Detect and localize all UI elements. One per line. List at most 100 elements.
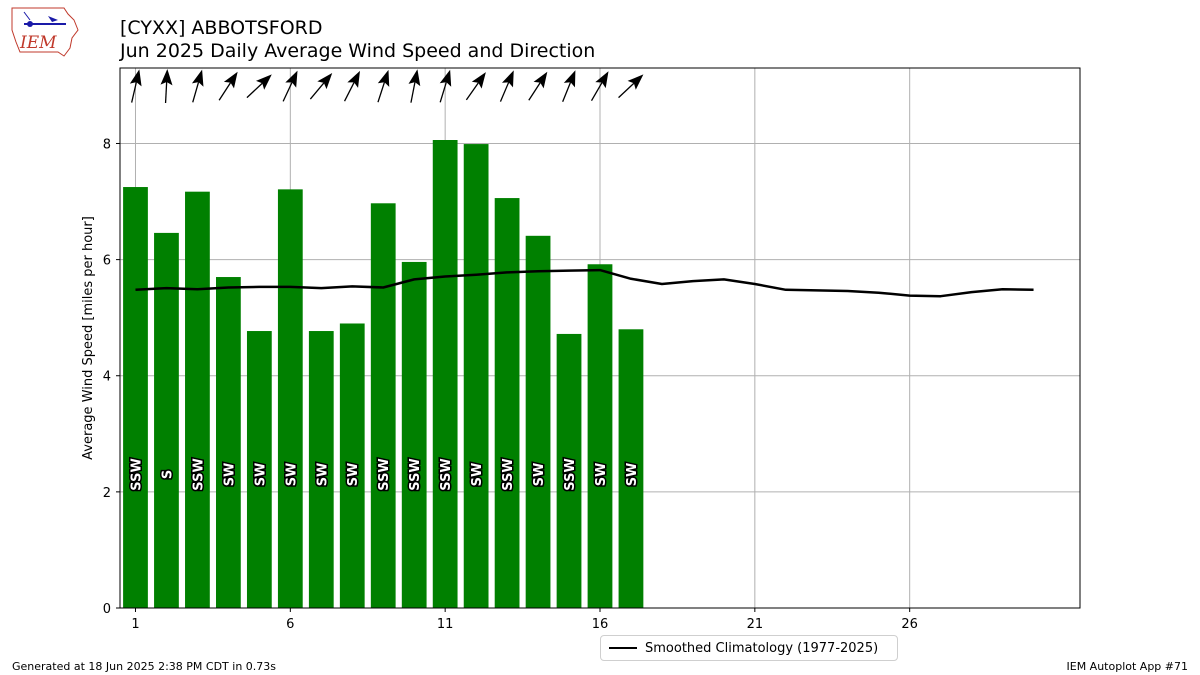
wind-arrow-shaft xyxy=(465,82,479,101)
wind-arrow-shaft xyxy=(439,81,447,103)
wind-arrow-head xyxy=(408,69,421,87)
x-tick-label: 1 xyxy=(131,617,139,632)
bars xyxy=(123,140,644,608)
wind-arrow-shaft xyxy=(192,81,200,103)
direction-label: SSW xyxy=(563,458,578,490)
wind-arrows xyxy=(129,69,644,104)
wind-arrow-shaft xyxy=(246,82,263,99)
wind-arrow xyxy=(465,72,486,101)
wind-arrow-shaft xyxy=(528,82,541,101)
wind-speed-bar xyxy=(154,232,179,608)
wind-arrow xyxy=(218,71,238,101)
wind-arrow-shaft xyxy=(499,82,510,102)
chart-title: Jun 2025 Daily Average Wind Speed and Di… xyxy=(120,40,596,62)
wind-arrow xyxy=(282,70,298,102)
direction-label: SSW xyxy=(501,458,516,490)
wind-arrow-shaft xyxy=(164,81,168,104)
wind-arrow-shaft xyxy=(131,81,138,103)
wind-arrow-head xyxy=(533,71,548,89)
wind-speed-bar xyxy=(123,187,148,608)
wind-speed-bar xyxy=(339,323,365,608)
wind-speed-bar xyxy=(618,329,644,608)
wind-arrow-shaft xyxy=(590,82,603,102)
direction-label: SW xyxy=(346,463,361,487)
wind-arrow-head xyxy=(160,69,173,86)
chart-title-station: [CYXX] ABBOTSFORD xyxy=(120,17,323,39)
y-tick-label: 6 xyxy=(103,254,111,269)
wind-speed-bar xyxy=(463,144,489,608)
wind-speed-bar xyxy=(185,191,210,608)
wind-speed-bar xyxy=(587,264,613,608)
wind-arrow-head xyxy=(255,74,272,90)
wind-speed-bar xyxy=(525,235,551,608)
wind-arrow-shaft xyxy=(282,82,293,102)
wind-arrow xyxy=(499,70,514,102)
direction-label: SW xyxy=(284,463,299,487)
footer-app: IEM Autoplot App #71 xyxy=(1066,660,1189,673)
legend: Smoothed Climatology (1977-2025) xyxy=(600,635,898,661)
x-tick-label: 16 xyxy=(592,617,609,632)
wind-speed-bar xyxy=(432,140,458,608)
wind-arrow xyxy=(129,69,142,103)
climatology-line xyxy=(135,268,1034,298)
wind-arrow-head xyxy=(347,70,360,88)
x-tick-label: 6 xyxy=(286,617,294,632)
footer-generated: Generated at 18 Jun 2025 2:38 PM CDT in … xyxy=(12,660,277,673)
wind-arrow xyxy=(191,69,204,103)
direction-label: SW xyxy=(470,463,485,487)
direction-label: SW xyxy=(315,463,330,487)
y-tick-label: 4 xyxy=(103,370,111,385)
wind-arrow-head xyxy=(223,71,238,89)
wind-arrow xyxy=(343,70,360,102)
wind-arrow xyxy=(160,69,173,104)
direction-label: SSW xyxy=(129,458,144,490)
wind-arrow xyxy=(377,69,390,103)
legend-line-swatch xyxy=(609,647,637,649)
x-tick-label: 26 xyxy=(901,617,918,632)
wind-arrow xyxy=(618,74,644,99)
logo-text: IEM xyxy=(19,33,57,53)
wind-speed-bar xyxy=(370,203,396,608)
wind-arrow-head xyxy=(129,69,142,87)
direction-label: SW xyxy=(253,463,268,487)
direction-label: SW xyxy=(222,463,237,487)
wind-arrow xyxy=(439,69,452,103)
direction-label: SSW xyxy=(408,458,423,490)
wind-arrow-head xyxy=(501,70,514,88)
wind-arrow xyxy=(528,71,548,101)
y-tick-label: 0 xyxy=(103,602,111,617)
wind-arrow-head xyxy=(377,69,390,87)
wind-arrow-head xyxy=(471,72,486,89)
direction-label: SSW xyxy=(377,458,392,490)
wind-arrow xyxy=(590,71,609,102)
wind-speed-bar xyxy=(494,198,520,608)
x-tick-label: 21 xyxy=(747,617,764,632)
y-axis-label: Average Wind Speed [miles per hour] xyxy=(81,216,96,460)
wind-arrow xyxy=(246,74,272,99)
wind-speed-bar xyxy=(277,189,303,608)
wind-speed-bar xyxy=(308,331,334,608)
wind-arrow-head xyxy=(595,71,609,89)
wind-arrow-shaft xyxy=(309,82,325,100)
wind-speed-bar xyxy=(556,333,582,608)
wind-speed-bar xyxy=(401,261,427,608)
legend-label: Smoothed Climatology (1977-2025) xyxy=(645,640,879,656)
climatology-series-line xyxy=(135,268,1034,298)
wind-speed-bar xyxy=(246,331,272,608)
wind-arrow xyxy=(408,69,421,103)
wind-arrow-head xyxy=(439,69,452,87)
wind-arrow-head xyxy=(563,70,576,88)
direction-label: S xyxy=(160,470,175,479)
wind-arrow-head xyxy=(285,70,298,88)
wind-arrow-shaft xyxy=(562,82,572,103)
direction-label: SW xyxy=(594,463,609,487)
wind-arrow-shaft xyxy=(218,82,232,101)
wind-speed-bar xyxy=(216,277,241,608)
wind-arrow xyxy=(309,72,333,100)
wind-arrow xyxy=(562,70,576,103)
y-tick-label: 8 xyxy=(103,137,111,152)
direction-labels: SSW S SSW SW SW SW SW SW SSW SSW SSW SW SSW SW SSW SW SW xyxy=(128,457,641,492)
direction-label: SW xyxy=(532,463,547,487)
